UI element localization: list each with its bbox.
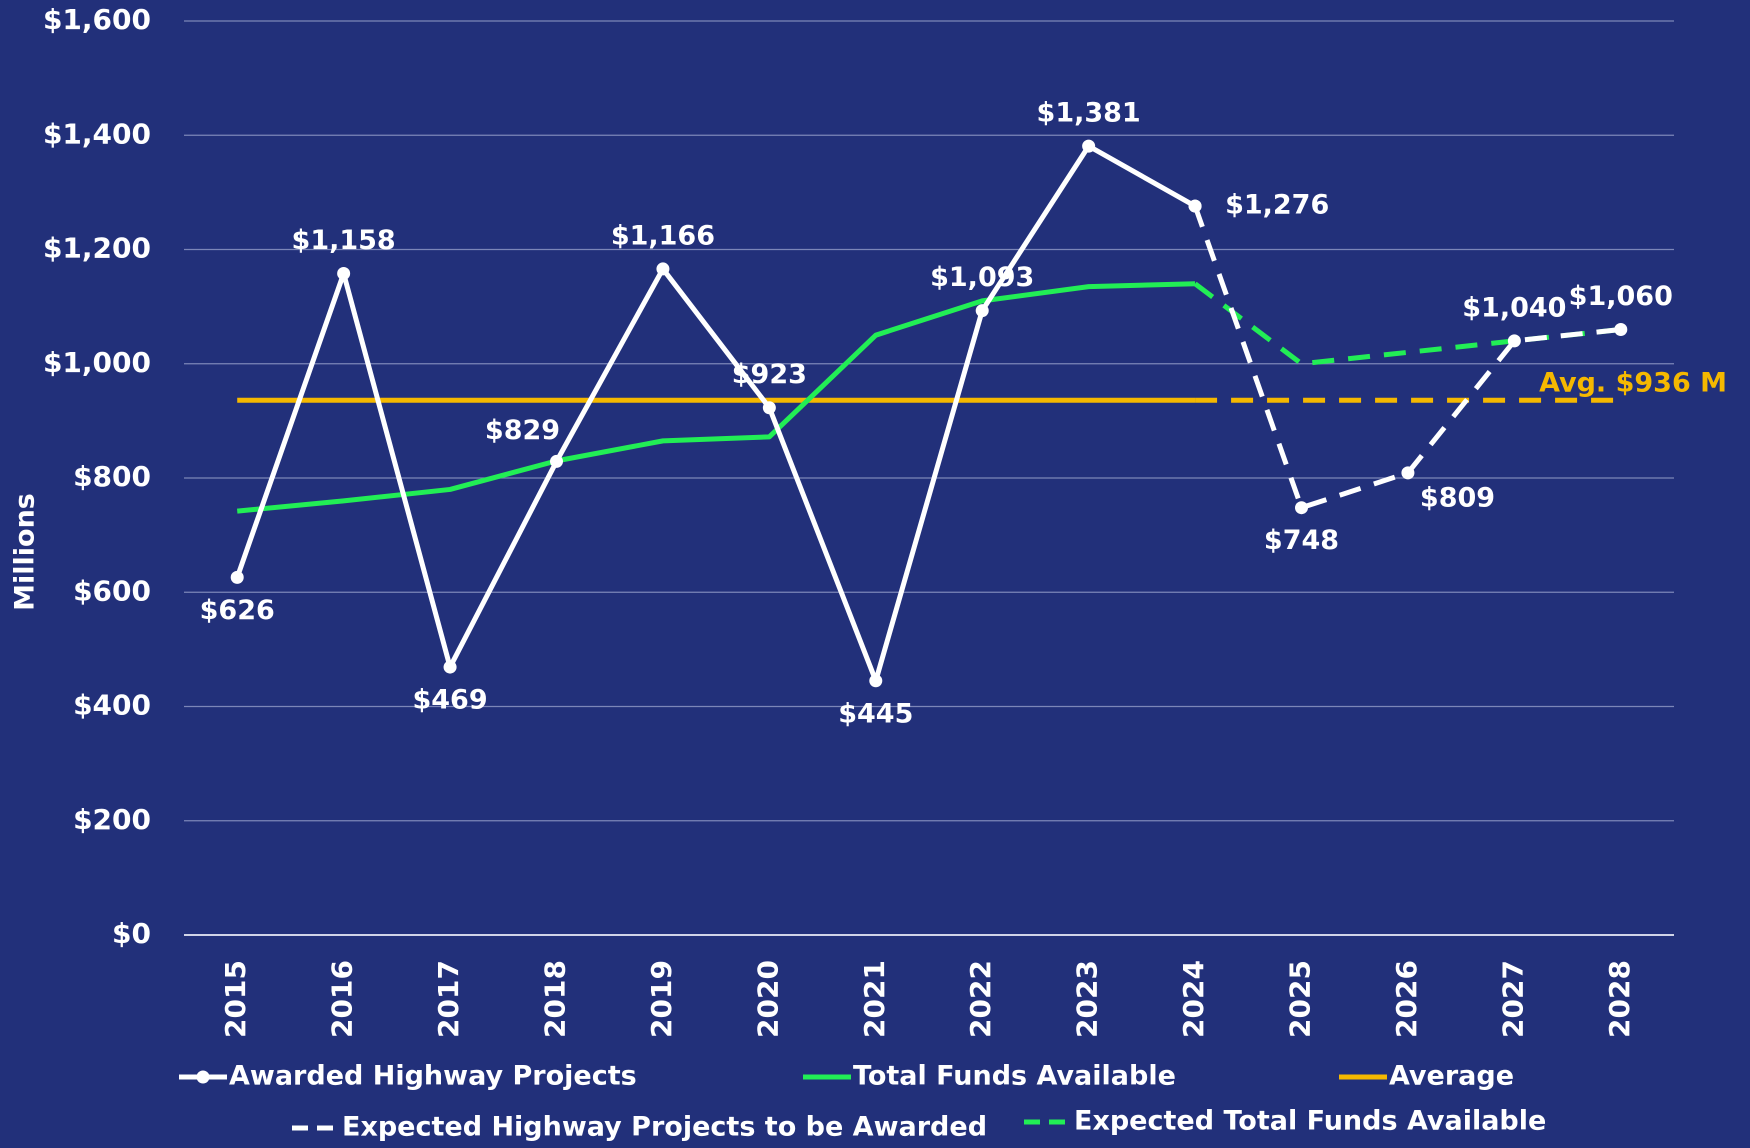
marker xyxy=(762,401,776,415)
data-label: $1,060 xyxy=(1569,281,1673,312)
y-axis-label: Millions xyxy=(10,493,41,611)
legend-label: Average xyxy=(1389,1061,1514,1092)
legend-marker xyxy=(196,1070,210,1084)
x-tick-label: 2022 xyxy=(964,960,997,1038)
x-tick-label: 2015 xyxy=(219,960,252,1038)
x-tick-label: 2027 xyxy=(1496,960,1529,1038)
data-label: $445 xyxy=(838,698,913,729)
data-label: $1,166 xyxy=(611,220,715,251)
x-tick-label: 2021 xyxy=(858,960,891,1038)
x-tick-label: 2017 xyxy=(432,960,465,1038)
x-tick-label: 2023 xyxy=(1071,960,1104,1038)
series-line xyxy=(1193,281,1622,367)
data-label: $1,093 xyxy=(930,262,1034,293)
data-label: $1,381 xyxy=(1037,98,1141,129)
marker xyxy=(1082,139,1096,153)
y-tick-label: $800 xyxy=(73,460,151,493)
data-label: $469 xyxy=(412,685,487,716)
y-tick-label: $0 xyxy=(112,917,151,950)
x-tick-label: 2019 xyxy=(645,960,678,1038)
marker xyxy=(337,266,351,280)
marker xyxy=(1295,501,1308,515)
marker xyxy=(1401,466,1415,480)
legend-label: Total Funds Available xyxy=(853,1061,1176,1092)
x-tick-label: 2018 xyxy=(539,960,572,1038)
legend-label: Awarded Highway Projects xyxy=(229,1061,637,1092)
marker xyxy=(656,262,670,276)
x-tick-label: 2024 xyxy=(1177,960,1210,1038)
y-tick-label: $600 xyxy=(73,574,151,607)
data-label: $748 xyxy=(1264,525,1339,556)
legend-label: Expected Highway Projects to be Awarded xyxy=(342,1112,987,1143)
series-line xyxy=(234,143,1197,684)
data-label: $1,276 xyxy=(1225,190,1329,221)
y-tick-label: $1,000 xyxy=(43,346,151,379)
y-tick-label: $200 xyxy=(73,803,151,836)
x-tick-label: 2025 xyxy=(1284,960,1317,1038)
x-tick-label: 2026 xyxy=(1390,960,1423,1038)
data-label: $923 xyxy=(732,359,807,390)
data-label: $1,040 xyxy=(1462,292,1566,323)
y-tick-label: $400 xyxy=(73,689,151,722)
marker xyxy=(443,660,457,674)
legend-label: Expected Total Funds Available xyxy=(1074,1106,1546,1137)
annotation: Avg. $936 M xyxy=(1539,368,1727,399)
data-label: $809 xyxy=(1420,482,1495,513)
x-tick-label: 2016 xyxy=(326,960,359,1038)
marker xyxy=(1188,199,1202,213)
data-label: $626 xyxy=(200,595,275,626)
series-line xyxy=(236,281,1196,514)
data-label: $1,158 xyxy=(292,225,396,256)
marker xyxy=(550,454,563,468)
y-tick-label: $1,400 xyxy=(43,117,151,150)
x-tick-label: 2020 xyxy=(751,960,784,1038)
data-label: $829 xyxy=(485,415,560,446)
x-tick-label: 2028 xyxy=(1603,960,1636,1038)
y-tick-label: $1,600 xyxy=(43,3,151,36)
y-tick-label: $1,200 xyxy=(43,232,151,265)
marker xyxy=(869,674,883,688)
marker xyxy=(1614,322,1628,336)
marker xyxy=(975,304,989,318)
marker xyxy=(1507,334,1521,348)
marker xyxy=(230,570,244,584)
